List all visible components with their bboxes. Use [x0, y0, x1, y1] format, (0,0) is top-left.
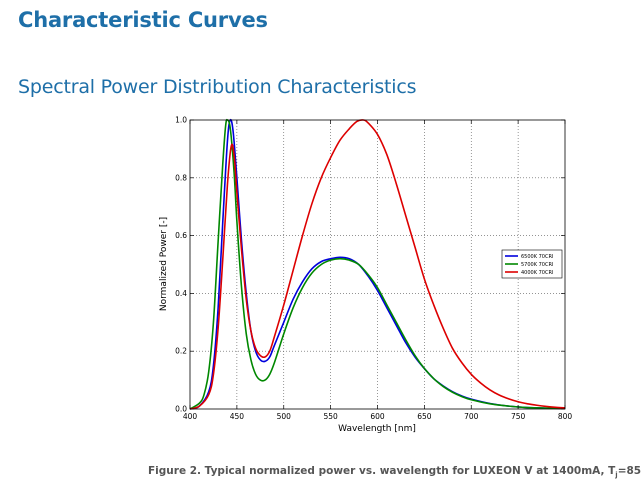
- x-tick-label: 500: [277, 412, 292, 421]
- series-line-3: [189, 119, 566, 410]
- section-subheading: Spectral Power Distribution Characterist…: [18, 76, 417, 98]
- legend-label: 4000K 70CRI: [521, 270, 553, 276]
- legend-label: 5700K 70CRI: [521, 262, 553, 268]
- x-tick-label: 600: [370, 412, 385, 421]
- y-tick-label: 1.0: [175, 116, 187, 125]
- y-tick-label: 0.8: [175, 173, 187, 182]
- x-tick-label: 650: [417, 412, 432, 421]
- x-tick-label: 550: [323, 412, 338, 421]
- caption-subscript: j: [615, 471, 618, 480]
- legend-label: 6500K 70CRI: [521, 254, 553, 260]
- x-tick-label: 400: [183, 412, 198, 421]
- legend: 6500K 70CRI 5700K 70CRI 4000K 70CRI: [501, 249, 563, 279]
- x-tick-label: 700: [464, 412, 479, 421]
- grid: [190, 120, 565, 409]
- y-axis-label: Normalized Power [-]: [159, 217, 169, 311]
- caption-tail: =85°C.: [617, 465, 642, 477]
- y-tick-label: 0.0: [175, 405, 187, 414]
- page-heading: Characteristic Curves: [18, 8, 268, 32]
- y-tick-label: 0.4: [175, 289, 187, 298]
- caption-text: Figure 2. Typical normalized power vs. w…: [148, 465, 616, 477]
- series-line-2: [189, 118, 566, 410]
- x-tick-label: 750: [511, 412, 526, 421]
- x-tick-label: 450: [230, 412, 245, 421]
- x-axis-label: Wavelength [nm]: [338, 424, 416, 434]
- y-tick-label: 0.2: [175, 347, 187, 356]
- y-tick-label: 0.6: [175, 231, 187, 240]
- x-tick-label: 800: [558, 412, 573, 421]
- figure-caption: Figure 2. Typical normalized power vs. w…: [148, 465, 642, 479]
- axis-ticks: 400 450 500 550 600 650 700 750 800 0.0 0.2 0.4 0.6 0…: [175, 116, 572, 422]
